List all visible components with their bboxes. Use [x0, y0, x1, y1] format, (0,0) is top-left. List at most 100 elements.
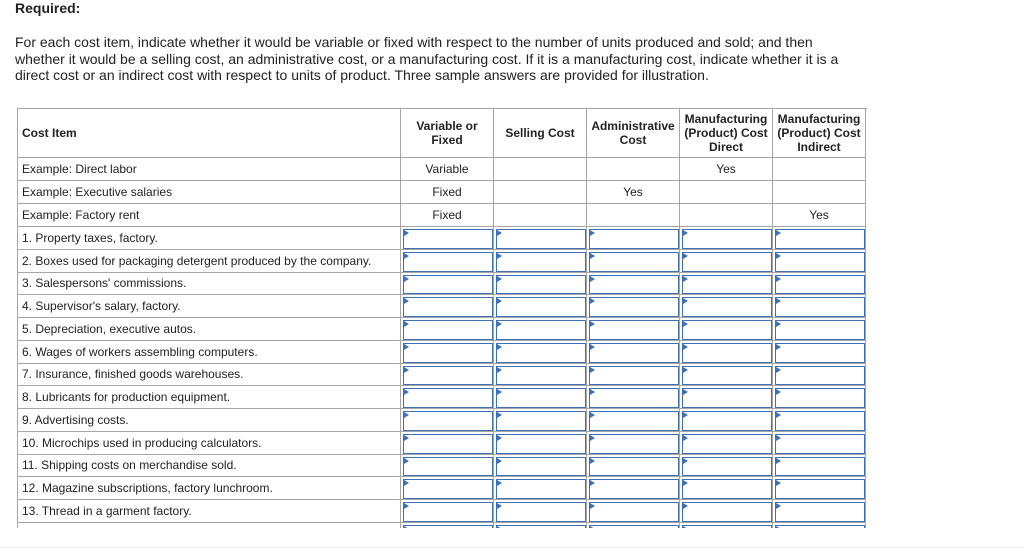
answer-input[interactable]: [496, 388, 586, 408]
answer-cell: [494, 454, 587, 478]
answer-input[interactable]: [589, 229, 679, 249]
answer-cell: [401, 249, 494, 273]
answer-input[interactable]: [682, 320, 772, 340]
answer-input[interactable]: [496, 524, 586, 528]
cost-item: 9. Advertising costs.: [18, 409, 401, 432]
answer-input[interactable]: [682, 524, 772, 528]
answer-input[interactable]: [682, 479, 772, 499]
answer-cell: [587, 340, 680, 364]
answer-input[interactable]: [589, 297, 679, 317]
answer-input[interactable]: [775, 274, 865, 295]
answer-input[interactable]: [589, 502, 679, 522]
answer-cell: [494, 431, 587, 455]
answer-input[interactable]: [403, 411, 493, 431]
answer-input[interactable]: [775, 251, 865, 272]
answer-input[interactable]: [589, 479, 679, 499]
answer-input[interactable]: [403, 433, 493, 454]
answer-input[interactable]: [589, 433, 679, 454]
answer-input[interactable]: [682, 274, 772, 295]
answer-input[interactable]: [775, 342, 865, 363]
answer-input[interactable]: [496, 274, 586, 295]
answer-input[interactable]: [403, 456, 493, 477]
answer-cell: [680, 318, 773, 341]
instruction-line: direct cost or an indirect cost with res…: [15, 67, 709, 83]
answer-input[interactable]: [589, 320, 679, 340]
answer-cell: [401, 431, 494, 455]
answer-input[interactable]: [775, 502, 865, 522]
answer-input[interactable]: [589, 456, 679, 477]
answer-input[interactable]: [496, 297, 586, 317]
answer-input[interactable]: [496, 433, 586, 454]
answer-input[interactable]: [682, 388, 772, 408]
answer-input[interactable]: [403, 502, 493, 522]
answer-cell: [494, 295, 587, 318]
answer-cell: Variable: [401, 158, 494, 181]
answer-input[interactable]: [682, 229, 772, 249]
answer-input[interactable]: [403, 229, 493, 249]
answer-input[interactable]: [682, 251, 772, 272]
answer-cell: [680, 249, 773, 273]
answer-cell: Yes: [773, 204, 866, 227]
answer-input[interactable]: [496, 456, 586, 477]
answer-cell: [401, 227, 494, 250]
answer-input[interactable]: [403, 365, 493, 386]
answer-input[interactable]: [682, 456, 772, 477]
answer-input[interactable]: [496, 320, 586, 340]
answer-input[interactable]: [775, 433, 865, 454]
answer-input[interactable]: [403, 297, 493, 317]
answer-input[interactable]: [682, 342, 772, 363]
answer-input[interactable]: [775, 479, 865, 499]
answer-input[interactable]: [775, 297, 865, 317]
cost-item: [18, 522, 401, 528]
answer-input[interactable]: [403, 479, 493, 499]
answer-input[interactable]: [589, 365, 679, 386]
answer-input[interactable]: [496, 251, 586, 272]
answer-input[interactable]: [496, 342, 586, 363]
answer-input[interactable]: [682, 433, 772, 454]
answer-input[interactable]: [403, 251, 493, 272]
answer-input[interactable]: [682, 365, 772, 386]
answer-cell: [773, 158, 866, 181]
answer-cell: [587, 500, 680, 523]
answer-input[interactable]: [775, 229, 865, 249]
answer-cell: [401, 522, 494, 528]
answer-input[interactable]: [496, 479, 586, 499]
answer-input[interactable]: [775, 524, 865, 528]
answer-input[interactable]: [589, 388, 679, 408]
answer-input[interactable]: [496, 411, 586, 431]
answer-input[interactable]: [403, 274, 493, 295]
answer-input[interactable]: [682, 502, 772, 522]
answer-cell: [680, 340, 773, 364]
cost-item: Example: Direct labor: [18, 158, 401, 181]
heading: Required:: [15, 0, 81, 16]
answer-input[interactable]: [403, 342, 493, 363]
answer-input[interactable]: [403, 388, 493, 408]
answer-cell: [401, 340, 494, 364]
column-header: Manufacturing (Product) Cost Indirect: [773, 109, 866, 158]
answer-cell: [494, 318, 587, 341]
answer-cell: [401, 386, 494, 409]
answer-input[interactable]: [589, 342, 679, 363]
answer-input[interactable]: [775, 388, 865, 408]
answer-cell: [587, 158, 680, 181]
answer-input[interactable]: [403, 320, 493, 340]
column-header: Variable or Fixed: [401, 109, 494, 158]
answer-cell: [494, 500, 587, 523]
answer-input[interactable]: [496, 502, 586, 522]
answer-input[interactable]: [775, 320, 865, 340]
answer-input[interactable]: [589, 251, 679, 272]
answer-input[interactable]: [775, 456, 865, 477]
answer-input[interactable]: [589, 524, 679, 528]
answer-cell: [494, 363, 587, 387]
answer-input[interactable]: [496, 229, 586, 249]
answer-input[interactable]: [775, 411, 865, 431]
answer-input[interactable]: [775, 365, 865, 386]
cost-item: 1. Property taxes, factory.: [18, 227, 401, 250]
answer-input[interactable]: [589, 274, 679, 295]
answer-input[interactable]: [589, 411, 679, 431]
answer-input[interactable]: [403, 524, 493, 528]
answer-input[interactable]: [682, 411, 772, 431]
answer-cell: [773, 477, 866, 500]
answer-input[interactable]: [496, 365, 586, 386]
answer-input[interactable]: [682, 297, 772, 317]
